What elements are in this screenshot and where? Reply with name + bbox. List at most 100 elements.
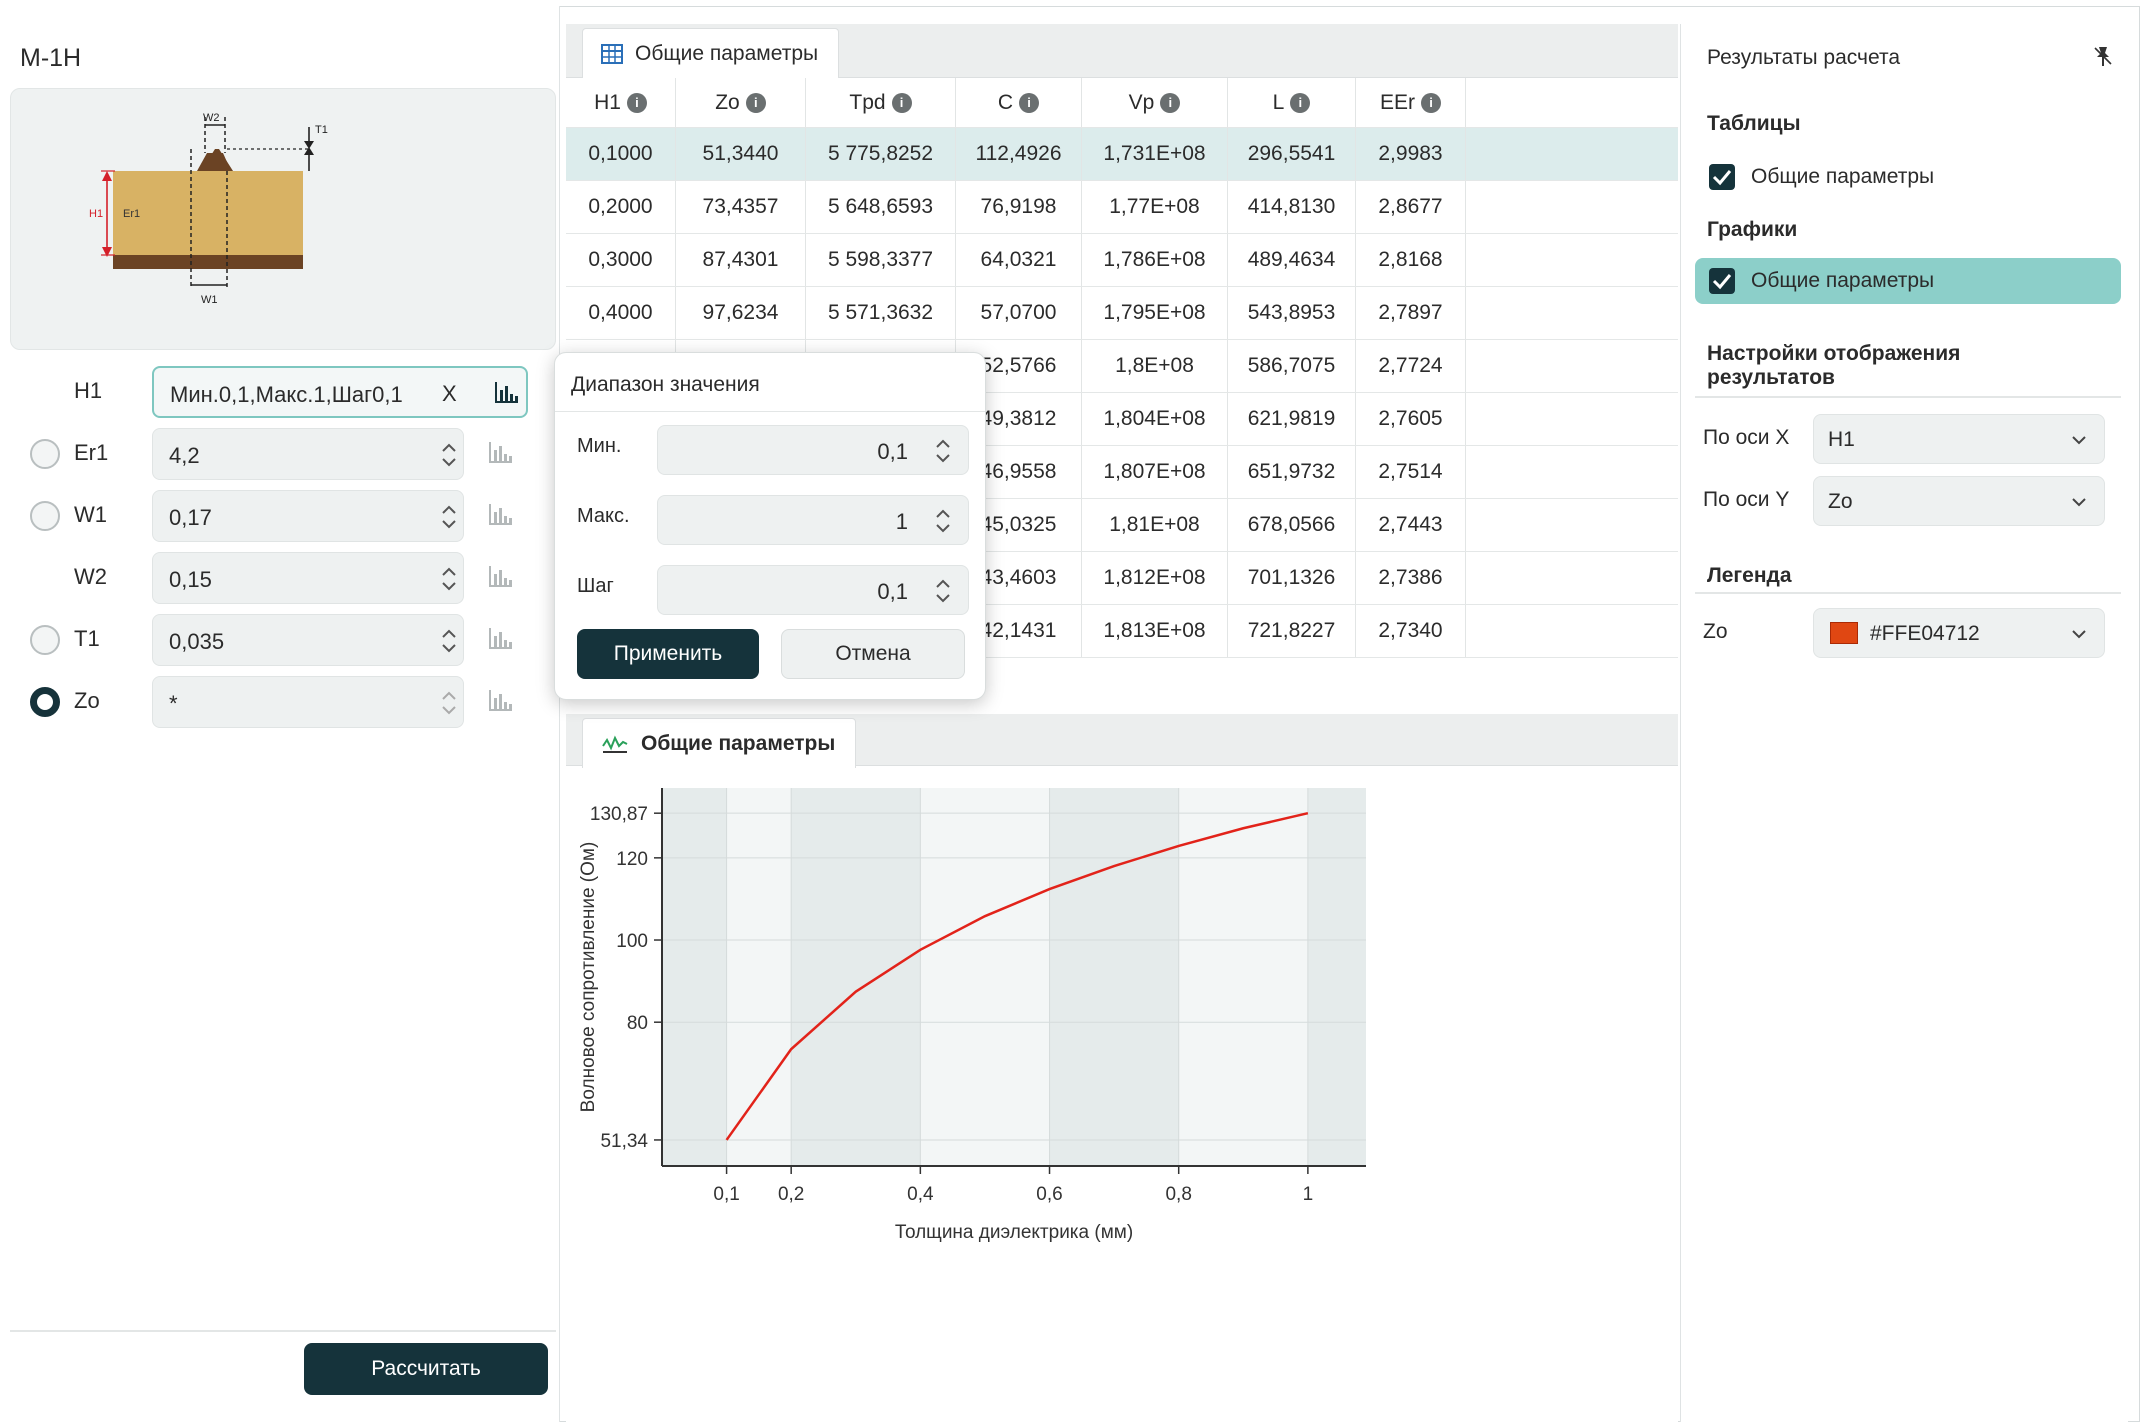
spinner-icon[interactable] (932, 435, 954, 467)
popup-title: Диапазон значения (571, 373, 760, 396)
chevron-down-icon (2072, 436, 2086, 445)
table-row[interactable]: 0,2000 73,4357 5 648,6593 76,9198 1,77E+08 41… (566, 181, 1678, 234)
table-cell: 43,4603 (956, 552, 1082, 604)
x-tick-label: 0,8 (1165, 1184, 1191, 1205)
table-row[interactable]: 0,4000 97,6234 5 571,3632 57,0700 1,795E+08 5… (566, 287, 1678, 340)
cancel-button[interactable]: Отмена (781, 629, 965, 679)
table-cell: 2,7340 (1356, 605, 1466, 657)
table-row[interactable]: 52,5766 1,8E+08 586,7075 2,7724 (566, 340, 1678, 393)
checkbox-label: Общие параметры (1751, 165, 1935, 188)
spinner-icon[interactable] (438, 563, 460, 595)
table-cell: 721,8227 (1228, 605, 1356, 657)
x-axis-select[interactable]: H1 (1813, 414, 2105, 464)
plot-band (1049, 788, 1179, 1166)
table-cell: 49,3812 (956, 393, 1082, 445)
info-icon[interactable]: i (626, 92, 647, 113)
divider (1695, 396, 2121, 398)
range-chart-icon[interactable] (478, 614, 524, 666)
table-cell: 2,7514 (1356, 446, 1466, 498)
tab-table-general[interactable]: Общие параметры (582, 28, 840, 78)
min-input[interactable]: 0,1 (657, 425, 969, 475)
column-header[interactable]: EEr i (1356, 78, 1466, 127)
info-icon[interactable]: i (1290, 92, 1311, 113)
pin-icon[interactable] (2091, 44, 2115, 68)
plot-band (791, 788, 921, 1166)
table-row[interactable]: 43,4603 1,812E+08 701,1326 2,7386 (566, 552, 1678, 605)
y-tick-label: 120 (616, 849, 648, 870)
tables-section-title: Таблицы (1707, 112, 1801, 135)
info-icon[interactable]: i (1019, 92, 1040, 113)
table-cell: 5 648,6593 (806, 181, 956, 233)
table-cell: 651,9732 (1228, 446, 1356, 498)
table-cell: 87,4301 (676, 234, 806, 286)
spinner-icon[interactable] (438, 625, 460, 657)
info-icon[interactable]: i (891, 92, 912, 113)
param-row-zo: Zo * (4, 674, 560, 730)
legend-section-title: Легенда (1707, 564, 1792, 587)
x-axis-title: Толщина диэлектрика (мм) (895, 1222, 1133, 1243)
checkbox-icon[interactable] (1709, 268, 1735, 294)
x-tick-label: 0,4 (907, 1184, 934, 1205)
model-title: M-1H (20, 44, 82, 72)
param-row-w1: W1 0,17 (4, 488, 560, 544)
calculate-button[interactable]: Рассчитать (304, 1343, 548, 1395)
table-cell: 0,3000 (566, 234, 676, 286)
spinner-icon[interactable] (438, 687, 460, 719)
apply-button[interactable]: Применить (577, 629, 759, 679)
tables-general-checkbox-row[interactable]: Общие параметры (1695, 154, 2121, 200)
t1-input[interactable]: 0,035 (152, 614, 464, 666)
legend-color-select[interactable]: #FFE04712 (1813, 608, 2105, 658)
table-row[interactable]: 0,1000 51,3440 5 775,8252 112,4926 1,731E+08… (566, 128, 1678, 181)
range-chart-icon[interactable] (478, 676, 524, 728)
clear-icon[interactable]: X (442, 381, 457, 406)
h1-value: Мин.0,1,Макс.1,Шаг0,1 (170, 382, 403, 407)
table-row[interactable]: 0,3000 87,4301 5 598,3377 64,0321 1,786E+08 4… (566, 234, 1678, 287)
step-input[interactable]: 0,1 (657, 565, 969, 615)
table-cell: 621,9819 (1228, 393, 1356, 445)
tab-chart-general[interactable]: Общие параметры (582, 718, 857, 768)
graphs-section-title: Графики (1707, 218, 1798, 241)
zo-input[interactable]: * (152, 676, 464, 728)
divider (1695, 592, 2121, 594)
range-chart-icon[interactable] (484, 368, 530, 420)
spinner-icon[interactable] (438, 501, 460, 533)
range-chart-icon[interactable] (478, 490, 524, 542)
spinner-icon[interactable] (438, 439, 460, 471)
column-header[interactable]: H1 i (566, 78, 676, 127)
min-label: Мин. (577, 435, 622, 457)
range-chart-icon[interactable] (478, 552, 524, 604)
info-icon[interactable]: i (1421, 92, 1441, 113)
column-header[interactable]: Tpd i (806, 78, 956, 127)
er1-radio[interactable] (30, 439, 60, 469)
column-header[interactable]: Zo i (676, 78, 806, 127)
table-row[interactable]: 46,9558 1,807E+08 651,9732 2,7514 (566, 446, 1678, 499)
checkbox-icon[interactable] (1709, 164, 1735, 190)
w1-radio[interactable] (30, 501, 60, 531)
h1-range-field[interactable]: Мин.0,1,Макс.1,Шаг0,1 X (152, 366, 528, 418)
table-cell: 46,9558 (956, 446, 1082, 498)
table-row[interactable]: 42,1431 1,813E+08 721,8227 2,7340 (566, 605, 1678, 658)
y-tick-label: 100 (616, 931, 648, 952)
y-axis-value: Zo (1828, 490, 1853, 513)
w2-input[interactable]: 0,15 (152, 552, 464, 604)
y-axis-select[interactable]: Zo (1813, 476, 2105, 526)
zo-radio[interactable] (30, 687, 60, 717)
spinner-icon[interactable] (932, 505, 954, 537)
spinner-icon[interactable] (932, 575, 954, 607)
info-icon[interactable]: i (745, 92, 766, 113)
er1-input[interactable]: 4,2 (152, 428, 464, 480)
info-icon[interactable]: i (1160, 92, 1181, 113)
w1-input[interactable]: 0,17 (152, 490, 464, 542)
range-chart-icon[interactable] (478, 428, 524, 480)
plot-background (662, 788, 1366, 1166)
legend-series-label: Zo (1703, 620, 1728, 643)
plot-band (1307, 788, 1366, 1166)
column-header[interactable]: Vp i (1082, 78, 1228, 127)
t1-radio[interactable] (30, 625, 60, 655)
max-input[interactable]: 1 (657, 495, 969, 545)
graphs-general-checkbox-row[interactable]: Общие параметры (1695, 258, 2121, 304)
table-tabbar: Общие параметры (566, 24, 1678, 78)
